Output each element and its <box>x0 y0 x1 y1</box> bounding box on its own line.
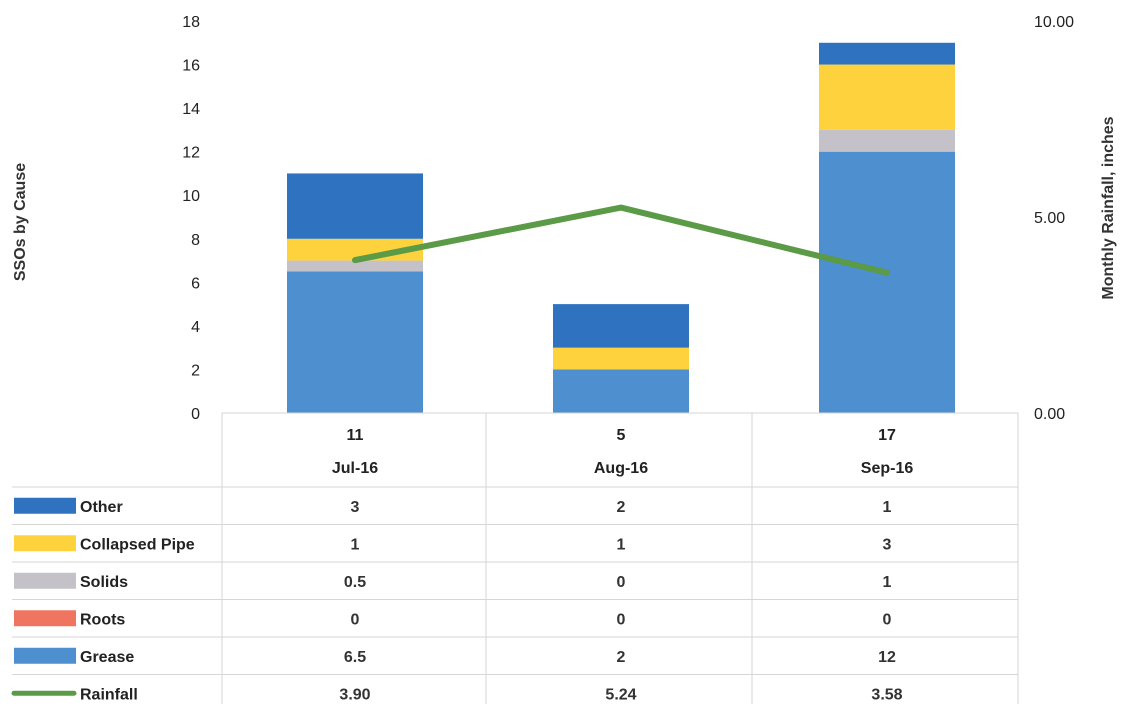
bar-grease <box>553 369 689 413</box>
y-tick-label: 6 <box>191 275 200 292</box>
data-label: 3 <box>883 536 892 553</box>
y-tick-label: 2 <box>191 362 200 379</box>
rainfall-line <box>352 204 890 276</box>
data-label: 0 <box>617 574 626 591</box>
legend-key-grease <box>14 647 76 664</box>
data-label: 5.24 <box>605 686 636 703</box>
data-label: 1 <box>883 574 892 591</box>
y-tick-label: 18 <box>182 14 200 31</box>
data-label: 1 <box>617 536 626 553</box>
legend-label-roots: Roots <box>80 611 125 628</box>
data-label: 0 <box>883 611 892 628</box>
bar-total-label: 17 <box>878 427 896 444</box>
bar-solids <box>819 129 955 152</box>
bar-grease <box>287 271 423 413</box>
y-tick-label: 12 <box>182 145 200 162</box>
y-tick-label: 0 <box>191 406 200 423</box>
y-axis-title: SSOs by Cause <box>12 163 29 281</box>
data-label: 3.58 <box>871 686 902 703</box>
legend-key-solids <box>14 572 76 589</box>
y-tick-label: 16 <box>182 58 200 75</box>
data-label: 2 <box>617 499 626 516</box>
bar-grease <box>819 151 955 413</box>
x-tick-label: Jul-16 <box>332 460 378 477</box>
data-label: 2 <box>617 649 626 666</box>
data-label: 12 <box>878 649 896 666</box>
bar-collapsed-pipe <box>819 64 955 130</box>
data-label: 3 <box>351 499 360 516</box>
y-tick-label: 8 <box>191 232 200 249</box>
legend-label-other: Other <box>80 499 123 516</box>
data-label: 1 <box>883 499 892 516</box>
bar-solids <box>287 260 423 272</box>
legend-key-collapsed-pipe <box>14 535 76 552</box>
data-label: 0 <box>351 611 360 628</box>
data-label: 6.5 <box>344 649 366 666</box>
bar-other <box>287 173 423 239</box>
legend-label-collapsed-pipe: Collapsed Pipe <box>80 536 195 553</box>
bar-other <box>553 304 689 348</box>
legend-label-grease: Grease <box>80 649 134 666</box>
y2-tick-label: 5.00 <box>1034 210 1065 227</box>
x-tick-label: Aug-16 <box>594 460 648 477</box>
y2-axis-title: Monthly Rainfall, inches <box>1100 116 1117 299</box>
legend-key-roots <box>14 610 76 627</box>
data-label: 0 <box>617 611 626 628</box>
bar-total-label: 5 <box>617 427 626 444</box>
data-label: 1 <box>351 536 360 553</box>
data-label: 0.5 <box>344 574 366 591</box>
legend-label-rainfall: Rainfall <box>80 686 138 703</box>
y2-tick-label: 10.00 <box>1034 14 1074 31</box>
legend-label-solids: Solids <box>80 574 128 591</box>
data-label: 3.90 <box>339 686 370 703</box>
y-tick-label: 14 <box>182 101 200 118</box>
x-tick-label: Sep-16 <box>861 460 914 477</box>
legend-key-other <box>14 497 76 514</box>
bar-collapsed-pipe <box>553 347 689 370</box>
y2-tick-label: 0.00 <box>1034 406 1065 423</box>
y-tick-label: 10 <box>182 188 200 205</box>
bar-other <box>819 42 955 65</box>
y-tick-label: 4 <box>191 319 200 336</box>
bar-total-label: 11 <box>347 427 364 444</box>
